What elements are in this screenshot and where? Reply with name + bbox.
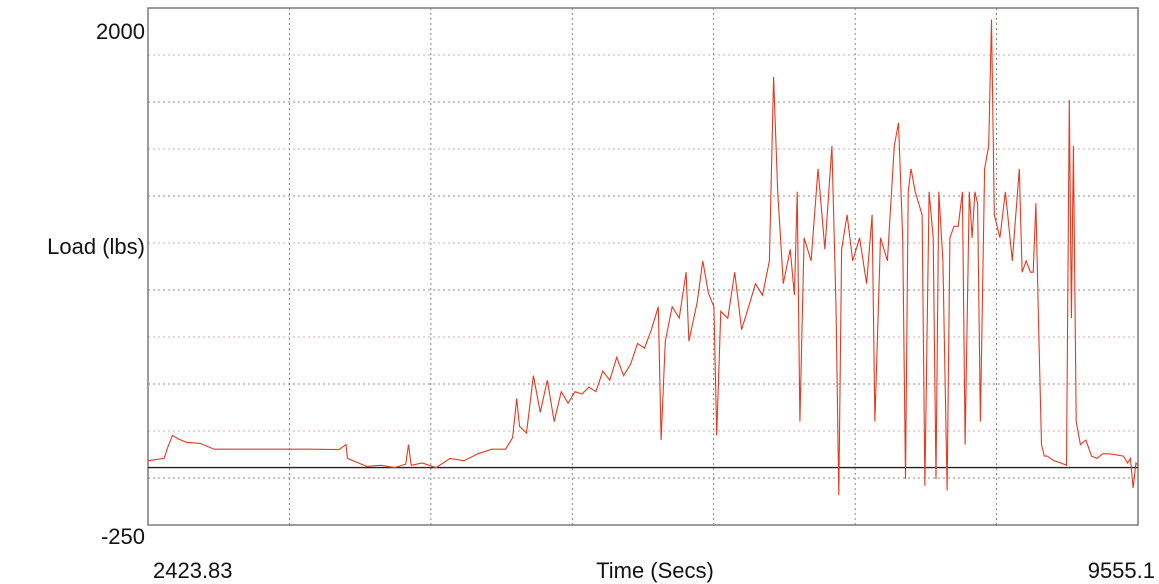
load-series-line bbox=[147, 19, 1139, 496]
y-tick-label-min: -250 bbox=[101, 524, 145, 549]
gridlines bbox=[148, 8, 1138, 525]
x-tick-label-min: 2423.83 bbox=[153, 558, 233, 583]
x-tick-label-max: 9555.1 bbox=[1088, 558, 1155, 583]
x-axis-label: Time (Secs) bbox=[596, 558, 714, 583]
y-axis-label: Load (lbs) bbox=[47, 234, 145, 259]
y-tick-label-max: 2000 bbox=[96, 19, 145, 44]
plot-border bbox=[147, 7, 1139, 526]
